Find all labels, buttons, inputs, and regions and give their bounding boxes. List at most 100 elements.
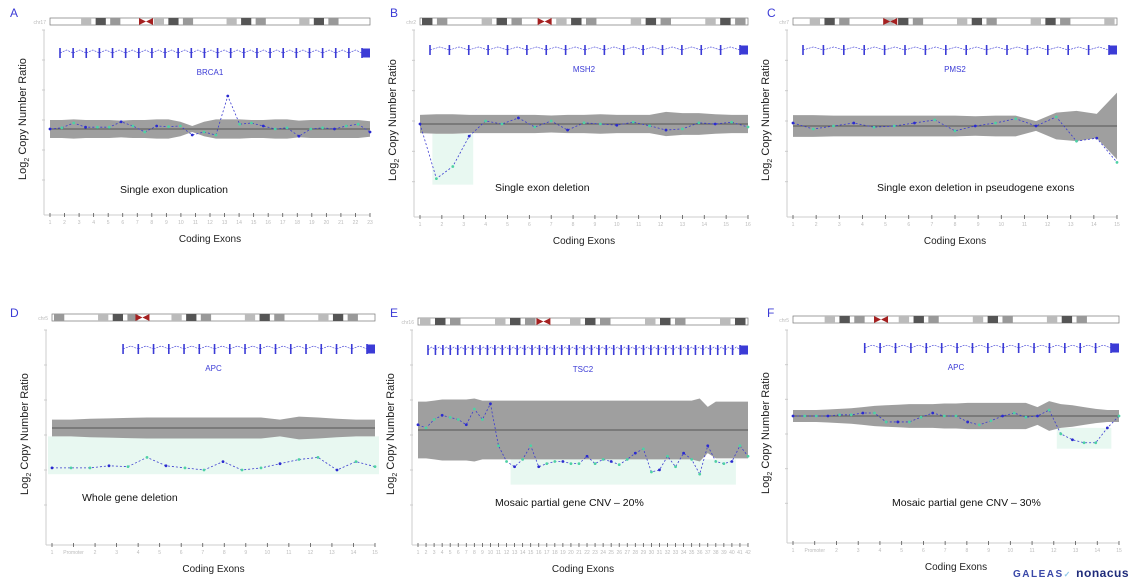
chromosome-band (95, 18, 106, 25)
chromosome-band (571, 18, 582, 25)
x-tick-label: 7 (136, 220, 139, 226)
x-tick-label: 14 (236, 220, 242, 226)
x-tick-label: 8 (223, 550, 226, 556)
data-point (344, 124, 348, 128)
chromosome-band (241, 18, 252, 25)
chromosome-band (720, 318, 731, 325)
chromosome-band (839, 316, 850, 323)
exon (883, 45, 886, 55)
intron (802, 46, 824, 51)
x-tick-label: 1 (51, 550, 54, 556)
data-point (811, 127, 815, 131)
x-tick-label: 4 (92, 220, 95, 226)
intron (941, 344, 958, 349)
intron (256, 49, 271, 54)
exon (605, 345, 608, 355)
x-axis-label: Coding Exons (551, 564, 615, 575)
chromosome-outline (417, 317, 749, 326)
intron (926, 344, 942, 349)
chromosome-ideogram: chr7 (779, 17, 1118, 26)
x-tick-label: 14 (701, 222, 707, 228)
data-point (1001, 414, 1004, 418)
chromosome-ideogram: chr5 (38, 313, 376, 322)
data-point (285, 126, 289, 130)
data-point (1075, 139, 1078, 143)
intron (290, 345, 307, 350)
x-axis-label: Coding Exons (178, 234, 242, 245)
exon (1048, 343, 1051, 353)
chromosome-band (153, 18, 164, 25)
intron (73, 49, 87, 54)
x-tick-label: 9 (244, 550, 247, 556)
data-point (484, 119, 487, 123)
gene-name: TSC2 (573, 365, 594, 374)
exon (945, 45, 947, 55)
x-tick-label: 33 (673, 550, 679, 556)
exon (985, 45, 988, 55)
cnv-annotation: Single exon deletion (495, 182, 590, 194)
chromosome-band (1045, 18, 1056, 25)
intron (269, 49, 284, 54)
exon (98, 48, 101, 58)
data-point (599, 122, 602, 126)
data-point (666, 454, 669, 458)
x-tick-label: 34 (681, 550, 687, 556)
x-axis-label: Coding Exons (182, 564, 245, 575)
data-point (577, 462, 581, 465)
data-point (585, 454, 589, 458)
logo-galeas: GALEAS (1013, 569, 1064, 580)
intron (509, 346, 518, 351)
chromosome-name: chr5 (38, 316, 48, 322)
data-point (730, 460, 734, 463)
data-point (966, 420, 970, 424)
data-point (467, 134, 471, 138)
data-point (698, 472, 702, 476)
data-point (259, 466, 263, 470)
x-tick-label: Promoter (804, 548, 825, 554)
data-point (69, 466, 73, 470)
chromosome-band (898, 18, 909, 25)
x-tick-label: 5 (884, 222, 887, 228)
intron (1095, 344, 1112, 349)
chromosome-band (450, 318, 461, 325)
data-point (633, 451, 637, 455)
data-point (517, 116, 520, 120)
x-tick-label: 4 (861, 222, 864, 228)
chromosome-ideogram: chr5 (779, 315, 1120, 324)
intron (516, 346, 525, 351)
chromosome-band (645, 318, 656, 325)
gene-name: BRCA1 (197, 68, 224, 77)
chromosome-band (957, 18, 968, 25)
chromosome-band (127, 314, 138, 321)
intron (620, 346, 629, 351)
intron (217, 49, 231, 54)
chromosome-outline (419, 17, 749, 26)
x-tick-label: 16 (536, 550, 542, 556)
exon (627, 345, 630, 355)
data-point (714, 460, 718, 463)
intron (507, 46, 527, 51)
chromosome-band (299, 18, 310, 25)
chromosome-band (168, 18, 179, 25)
data-point (164, 464, 168, 468)
chromosome-band (511, 18, 522, 25)
x-tick-label: 10 (1008, 548, 1014, 554)
x-tick-label: 3 (857, 548, 860, 554)
intron (199, 345, 215, 350)
exon (523, 345, 526, 355)
data-point (973, 124, 977, 128)
x-tick-label: 22 (584, 550, 590, 556)
intron (427, 346, 436, 351)
exon (449, 345, 452, 355)
data-point (107, 464, 111, 468)
ratio-line (417, 402, 749, 476)
chromosome-band (525, 318, 536, 325)
cnv-annotation: Whole gene deletion (82, 492, 178, 504)
intron (986, 46, 1008, 51)
data-point (913, 121, 916, 125)
chromosome-band (586, 18, 597, 25)
chromosome-band (496, 18, 507, 25)
x-tick-label: 15 (1114, 222, 1120, 228)
chromosome-band (735, 18, 746, 25)
data-point (803, 414, 807, 418)
